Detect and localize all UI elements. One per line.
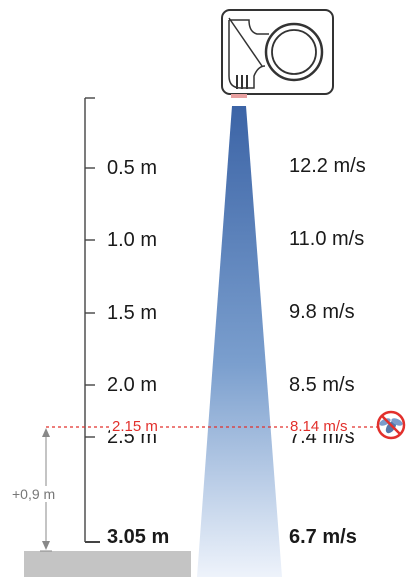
- distance-label-0: 0.5 m: [107, 157, 158, 179]
- floor: [24, 551, 191, 577]
- distance-scale: [84, 97, 100, 543]
- threshold-speed-label: 8.14 m/s: [288, 418, 350, 435]
- distance-label-3: 2.0 m: [107, 374, 158, 396]
- threshold-distance-label: 2.15 m: [110, 418, 160, 435]
- speed-label-3: 8.5 m/s: [289, 374, 355, 396]
- air-beam: [197, 106, 282, 577]
- speed-label-0: 12.2 m/s: [289, 155, 366, 177]
- distance-label-5: 3.05 m: [107, 526, 170, 548]
- speed-label-2: 9.8 m/s: [289, 301, 355, 323]
- air-curtain-unit-icon: [221, 9, 334, 98]
- speed-label-1: 11.0 m/s: [289, 228, 365, 250]
- clearance-label: +0,9 m: [12, 486, 56, 502]
- speed-label-5: 6.7 m/s: [289, 526, 357, 548]
- distance-label-2: 1.5 m: [107, 302, 158, 324]
- no-insects-icon: [376, 410, 406, 440]
- distance-label-1: 1.0 m: [107, 229, 158, 251]
